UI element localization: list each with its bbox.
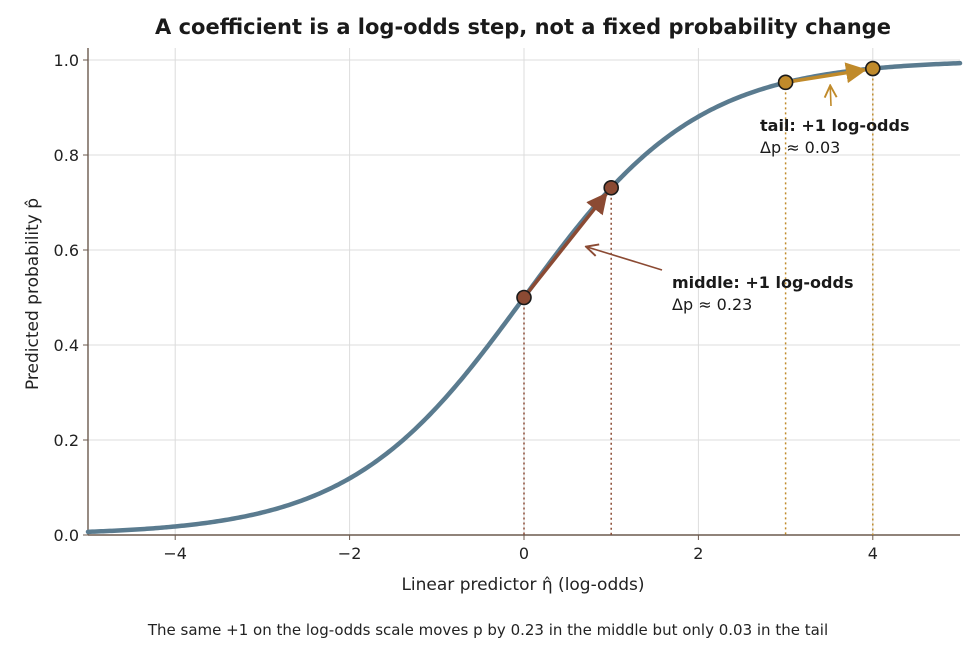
middle-step-arrow [526,192,608,294]
middle-point [603,179,620,196]
y-tick-label: 0.0 [54,526,79,545]
highlight-layer [516,60,881,306]
x-tick-label: 4 [868,544,878,563]
tail-step-arrow [791,62,867,84]
x-tick-label: −2 [338,544,362,563]
tail-annotation-pointer [830,85,831,107]
tail-annotation-title: tail: +1 log-odds [760,116,909,135]
y-tick-label: 0.4 [54,336,79,355]
tail-point [864,60,881,77]
annotation-middle: middle: +1 log-odds Δp ≈ 0.23 [586,247,853,314]
x-tick-label: 2 [693,544,703,563]
tail-point [777,74,794,91]
y-tick-label: 0.2 [54,431,79,450]
x-tick-label: 0 [519,544,529,563]
y-axis-label: Predicted probability p̂ [23,198,43,390]
y-tick-label: 1.0 [54,51,79,70]
x-tick-label: −4 [163,544,187,563]
axes [83,48,960,540]
x-axis-label: Linear predictor η̂ (log-odds) [401,575,644,595]
y-tick-label: 0.8 [54,146,79,165]
middle-annotation-title: middle: +1 log-odds [672,273,853,292]
middle-point [516,289,532,306]
middle-annotation-delta: Δp ≈ 0.23 [672,295,752,314]
middle-annotation-pointer [586,247,663,271]
tail-annotation-delta: Δp ≈ 0.03 [760,138,840,157]
chart-title: A coefficient is a log-odds step, not a … [155,15,891,39]
figure-caption: The same +1 on the log-odds scale moves … [147,621,828,639]
y-tick-label: 0.6 [54,241,79,260]
tick-labels: −4 −2 0 2 4 0.0 0.2 0.4 0.6 0.8 1.0 [54,51,878,563]
guide-lines [523,68,874,535]
annotation-tail: tail: +1 log-odds Δp ≈ 0.03 [760,85,909,157]
